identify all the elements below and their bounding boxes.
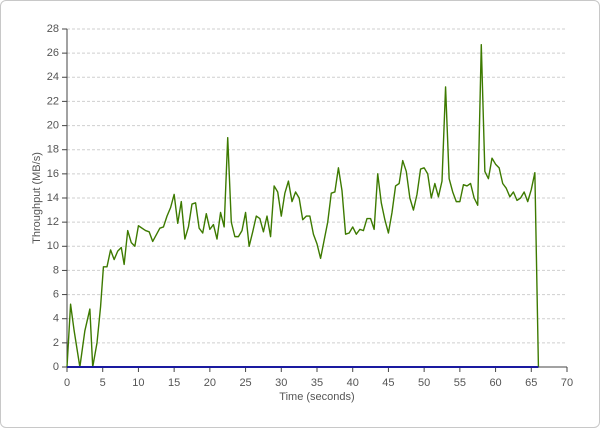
x-tick-label: 15 xyxy=(168,377,180,389)
y-tick-label: 2 xyxy=(53,337,59,349)
y-tick-label: 14 xyxy=(47,192,59,204)
y-tick-label: 22 xyxy=(47,95,59,107)
x-tick-label: 5 xyxy=(100,377,106,389)
y-tick-label: 10 xyxy=(47,240,59,252)
x-tick-label: 25 xyxy=(239,377,251,389)
y-tick-label: 6 xyxy=(53,288,59,300)
x-tick-label: 40 xyxy=(347,377,359,389)
y-tick-label: 26 xyxy=(47,47,59,59)
y-tick-label: 16 xyxy=(47,168,59,180)
data-line xyxy=(66,43,540,368)
y-tick-label: 8 xyxy=(53,264,59,276)
y-tick-label: 20 xyxy=(47,119,59,131)
x-tick-label: 50 xyxy=(418,377,430,389)
x-tick-label: 70 xyxy=(561,377,573,389)
x-tick-label: 10 xyxy=(132,377,144,389)
x-axis-title: Time (seconds) xyxy=(279,391,354,403)
x-tick-label: 45 xyxy=(382,377,394,389)
y-tick-label: 12 xyxy=(47,216,59,228)
y-tick-label: 4 xyxy=(53,313,59,325)
y-axis-title: Throughput (MB/s) xyxy=(31,152,43,244)
x-tick-label: 55 xyxy=(454,377,466,389)
x-tick-label: 0 xyxy=(64,377,70,389)
y-tick-label: 0 xyxy=(53,361,59,373)
y-tick-label: 18 xyxy=(47,144,59,156)
x-tick-label: 35 xyxy=(311,377,323,389)
y-tick-label: 28 xyxy=(47,23,59,35)
x-tick-label: 65 xyxy=(525,377,537,389)
y-tick-label: 24 xyxy=(47,71,59,83)
x-tick-label: 20 xyxy=(204,377,216,389)
x-tick-label: 60 xyxy=(489,377,501,389)
x-tick-label: 30 xyxy=(275,377,287,389)
